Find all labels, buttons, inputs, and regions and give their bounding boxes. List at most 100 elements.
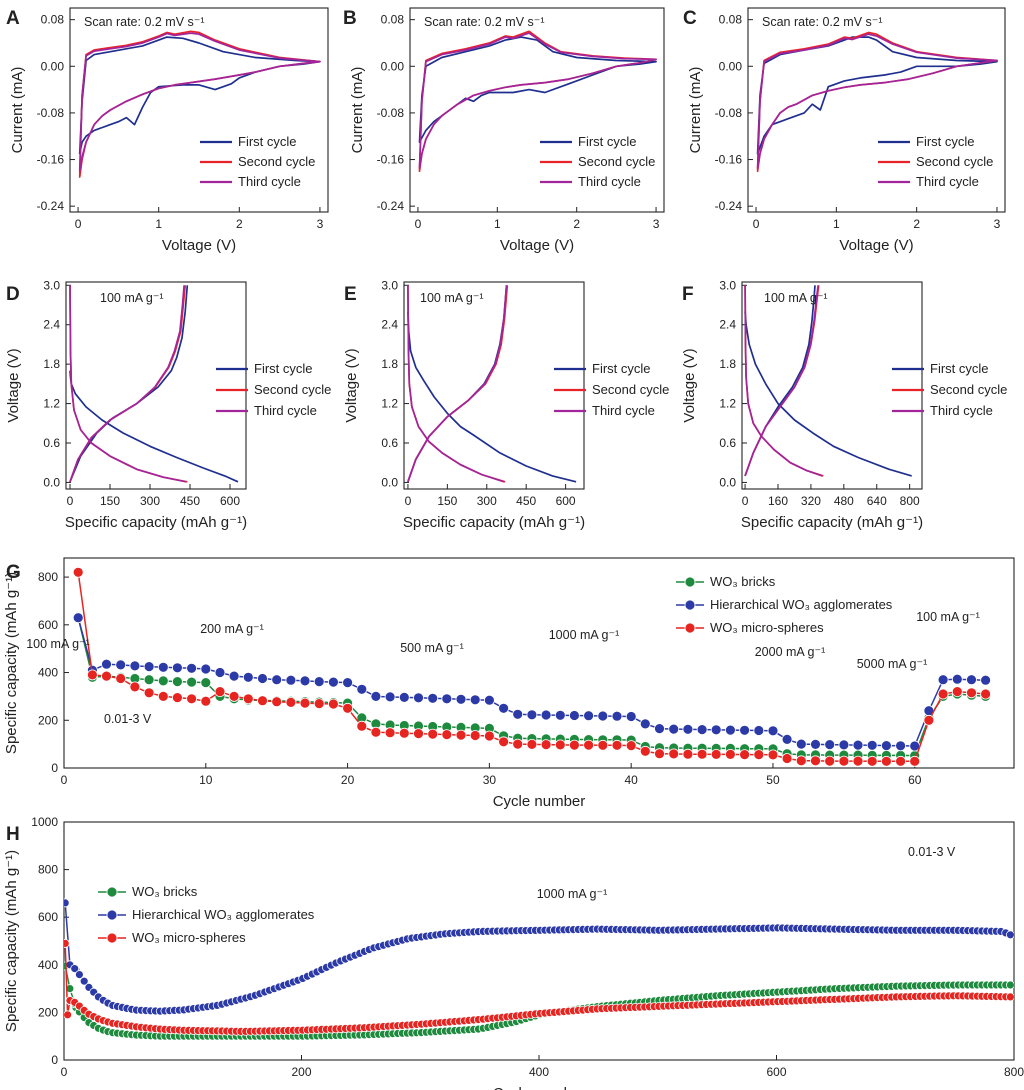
data-point — [200, 695, 212, 707]
data-point — [569, 710, 580, 721]
y-tick-label: -0.16 — [377, 153, 405, 167]
data-point — [455, 729, 467, 741]
data-point — [483, 730, 495, 742]
x-axis-label: Cycle number — [493, 793, 586, 810]
y-tick-label: 600 — [38, 910, 58, 924]
y-tick-label: 2.4 — [719, 318, 736, 332]
data-point — [767, 725, 779, 737]
data-point — [597, 739, 609, 751]
rate-label: 1000 mA g⁻¹ — [549, 628, 620, 642]
legend-label: Hierarchical WO₃ agglomerates — [710, 597, 893, 612]
data-point — [299, 675, 311, 687]
data-point — [398, 727, 410, 739]
plot-area — [78, 30, 321, 178]
data-point — [157, 691, 169, 702]
series-line — [69, 285, 188, 483]
x-tick-label: 2 — [913, 217, 920, 231]
data-point — [115, 659, 127, 671]
data-point — [696, 724, 708, 735]
data-point — [72, 566, 84, 578]
data-point — [554, 709, 566, 721]
data-point — [398, 692, 410, 703]
x-axis-label: Specific capacity (mAh g⁻¹) — [65, 514, 247, 531]
x-tick-label: 0 — [742, 494, 749, 508]
data-point — [171, 692, 183, 703]
y-tick-label: 0.00 — [381, 59, 405, 73]
annotation: 100 mA g⁻¹ — [764, 291, 828, 305]
y-tick-label: 1000 — [31, 815, 58, 829]
data-point — [384, 727, 396, 739]
x-tick-label: 150 — [437, 494, 457, 508]
data-point — [881, 755, 892, 767]
data-point — [327, 698, 339, 710]
data-point — [157, 661, 169, 673]
y-tick-label: 1.8 — [381, 357, 398, 371]
y-tick-label: 1.2 — [719, 397, 736, 411]
x-axis-label: Cycle number — [493, 1085, 586, 1090]
y-tick-label: 0.6 — [719, 436, 736, 450]
data-point — [611, 739, 623, 751]
x-tick-label: 3 — [317, 217, 324, 231]
data-point — [70, 964, 80, 973]
panel-letter: H — [6, 824, 20, 845]
data-point — [909, 755, 921, 767]
legend-label: First cycle — [592, 361, 651, 376]
panel-f: 0 160 320 480 640 800 0.0 0.6 1.2 1.8 2.4 3.0 Specif… — [681, 278, 1007, 531]
x-tick-label: 200 — [291, 1065, 311, 1079]
data-point — [469, 730, 481, 741]
data-point — [795, 738, 807, 750]
data-point — [1006, 930, 1014, 940]
data-point — [980, 688, 991, 700]
data-point — [639, 718, 651, 730]
y-tick-label: 0 — [51, 1053, 58, 1067]
y-tick-label: 0 — [51, 761, 58, 775]
data-point — [540, 709, 552, 721]
plot-area — [64, 898, 1014, 1041]
legend-swatch-marker — [106, 909, 118, 921]
y-tick-label: -0.16 — [715, 153, 743, 167]
data-point — [143, 674, 155, 686]
data-point — [795, 755, 807, 767]
data-point — [639, 745, 651, 757]
data-point — [739, 749, 750, 760]
data-point — [101, 658, 112, 670]
legend-label: Second cycle — [254, 382, 331, 397]
data-point — [129, 660, 141, 672]
panel-letter: D — [6, 284, 20, 305]
annotation: 100 mA g⁻¹ — [100, 291, 164, 305]
data-point — [64, 898, 70, 908]
panel-b: 0 1 2 3 -0.24 -0.16 -0.08 0.00 0.08 Voltage (V) Cu… — [343, 7, 665, 254]
data-point — [115, 673, 127, 684]
data-point — [342, 702, 354, 714]
data-point — [682, 748, 694, 760]
data-point — [441, 693, 453, 705]
x-tick-label: 600 — [556, 494, 576, 508]
plot-area — [407, 285, 577, 483]
y-axis-label: Specific capacity (mAh g⁻¹) — [3, 572, 20, 754]
x-tick-label: 60 — [908, 773, 922, 787]
data-point — [554, 739, 566, 751]
y-tick-label: 1.8 — [43, 357, 60, 371]
y-tick-label: -0.08 — [37, 106, 65, 120]
series-line — [407, 285, 508, 483]
x-tick-label: 20 — [341, 773, 355, 787]
legend-label: Third cycle — [592, 403, 655, 418]
legend-swatch-marker — [106, 932, 118, 944]
panel-letter: A — [6, 8, 20, 29]
annotation: Scan rate: 0.2 mV s⁻¹ — [84, 15, 205, 29]
data-point — [668, 723, 680, 735]
data-point — [64, 939, 70, 948]
series-line — [69, 285, 185, 483]
x-tick-label: 0 — [75, 217, 82, 231]
data-point — [427, 692, 439, 704]
x-tick-label: 320 — [801, 494, 821, 508]
data-point — [271, 674, 283, 686]
plot-area — [418, 30, 657, 173]
panel-letter: G — [6, 562, 21, 583]
y-tick-label: 800 — [38, 863, 58, 877]
data-point — [838, 755, 850, 767]
x-tick-label: 0 — [67, 494, 74, 508]
series-line — [69, 285, 187, 483]
rate-label: 100 mA g⁻¹ — [916, 610, 980, 624]
data-point — [781, 753, 793, 764]
